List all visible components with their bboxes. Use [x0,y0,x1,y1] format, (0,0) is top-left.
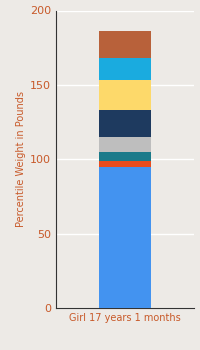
Bar [99,152,151,161]
Bar [99,161,151,167]
Bar [99,32,151,58]
Bar [99,110,151,137]
Bar [99,137,151,152]
Y-axis label: Percentile Weight in Pounds: Percentile Weight in Pounds [16,91,26,227]
Bar [99,80,151,110]
Bar [99,58,151,80]
Bar [99,167,151,308]
